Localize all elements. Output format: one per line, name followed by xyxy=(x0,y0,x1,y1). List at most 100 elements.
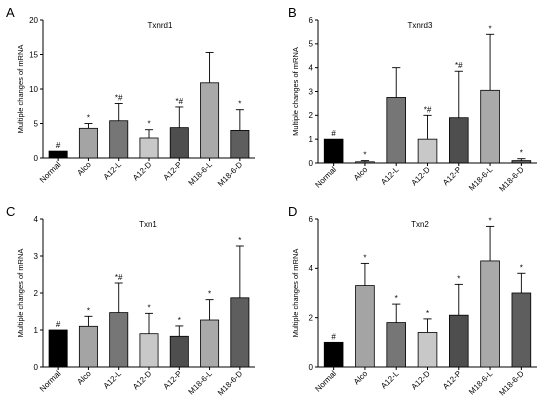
significance-mark: * xyxy=(520,263,523,272)
significance-mark: * xyxy=(208,290,211,299)
bar xyxy=(480,89,500,164)
bar xyxy=(109,312,129,368)
bar xyxy=(417,332,438,368)
y-tick-label: 20 xyxy=(29,16,38,25)
significance-mark: * xyxy=(87,306,90,315)
panel-b: B Txnrd3 Multiple changes of mRNA 0 1 2 3 4 5 6 # N… xyxy=(288,5,537,193)
significance-mark: # xyxy=(331,129,336,138)
bar xyxy=(200,82,220,159)
y-tick-label: 0 xyxy=(309,363,314,372)
y-tick-label: 10 xyxy=(29,85,38,94)
significance-mark: * xyxy=(395,294,398,303)
significance-mark: *# xyxy=(455,61,463,70)
significance-mark: * xyxy=(238,236,241,245)
bar xyxy=(386,97,407,164)
chart-title: Txn1 xyxy=(139,220,157,229)
panel-letter: B xyxy=(288,5,297,20)
y-tick-label: 2 xyxy=(309,111,314,120)
significance-mark: * xyxy=(87,114,90,123)
bar xyxy=(139,333,159,368)
x-tick-label: Alco xyxy=(352,369,370,387)
bar xyxy=(169,127,189,159)
x-tick-label: A12-L xyxy=(102,369,124,391)
x-tick-label: A12-P xyxy=(441,165,463,187)
y-tick-label: 1 xyxy=(309,135,314,144)
bar xyxy=(511,292,532,368)
bar xyxy=(169,335,189,368)
significance-mark: * xyxy=(457,274,460,283)
x-tick-label: A12-P xyxy=(162,369,184,391)
bar xyxy=(78,127,98,159)
significance-mark: *# xyxy=(115,273,123,282)
bar xyxy=(230,297,250,368)
panel-c: C Txn1 Multiple changes of mRNA 0 1 2 3 4 # Norma… xyxy=(6,204,255,397)
x-tick-label: A12-L xyxy=(379,165,401,187)
y-tick-label: 0 xyxy=(34,154,39,163)
x-tick-label: A12-D xyxy=(410,165,433,188)
x-tick-label: A12-L xyxy=(379,369,401,391)
x-tick-label: Alco xyxy=(352,165,370,183)
bar xyxy=(511,160,532,164)
bar xyxy=(448,314,469,368)
significance-mark: *# xyxy=(424,105,432,114)
bar xyxy=(48,329,68,368)
x-tick-label: M18-6-D xyxy=(216,369,245,398)
x-tick-label: A12-D xyxy=(131,160,154,183)
x-tick-label: M18-6-L xyxy=(467,165,495,193)
significance-mark: * xyxy=(489,24,492,33)
x-tick-label: M18-6-L xyxy=(187,160,215,188)
x-tick-label: Normal xyxy=(38,160,63,185)
y-tick-label: 4 xyxy=(309,264,314,273)
panel-letter: A xyxy=(6,5,15,20)
y-axis-label: Multiple changes of mRNA xyxy=(16,249,25,338)
x-tick-label: Alco xyxy=(75,160,93,178)
y-tick-label: 1 xyxy=(34,326,39,335)
y-tick-label: 15 xyxy=(29,50,38,59)
chart-title: Txnrd1 xyxy=(148,21,173,30)
significance-mark: # xyxy=(331,332,336,341)
x-tick-label: A12-P xyxy=(441,369,463,391)
significance-mark: * xyxy=(363,151,366,160)
bar xyxy=(417,138,438,164)
x-tick-label: Normal xyxy=(38,369,63,394)
bar xyxy=(139,137,159,159)
significance-mark: * xyxy=(238,100,241,109)
y-tick-label: 6 xyxy=(309,215,314,224)
panel-letter: C xyxy=(6,204,15,219)
y-axis-label: Multiple changes of mRNA xyxy=(291,249,300,338)
y-tick-label: 3 xyxy=(309,87,314,96)
x-tick-label: A12-L xyxy=(102,160,124,182)
bar xyxy=(323,341,344,368)
bar xyxy=(480,260,500,368)
bar xyxy=(78,325,98,368)
panel-d: D Txn2 Multiple changes of mRNA 0 2 4 6 # Normal… xyxy=(288,204,537,397)
x-tick-label: A12-D xyxy=(131,369,154,392)
x-tick-label: M18-6-L xyxy=(467,369,495,397)
y-tick-label: 3 xyxy=(34,252,39,261)
x-tick-label: M18-6-D xyxy=(497,369,526,398)
significance-mark: # xyxy=(56,320,61,329)
y-tick-label: 2 xyxy=(34,289,39,298)
significance-mark: * xyxy=(520,149,523,158)
significance-mark: * xyxy=(426,309,429,318)
chart-title: Txnrd3 xyxy=(408,21,433,30)
bar xyxy=(109,120,129,159)
y-tick-label: 2 xyxy=(309,313,314,322)
x-tick-label: A12-P xyxy=(162,160,184,182)
x-tick-label: A12-D xyxy=(410,369,433,392)
y-tick-label: 0 xyxy=(34,363,39,372)
y-tick-label: 6 xyxy=(309,16,314,25)
y-tick-label: 4 xyxy=(309,63,314,72)
x-tick-label: Normal xyxy=(313,165,338,190)
significance-mark: *# xyxy=(115,93,123,102)
y-tick-label: 0 xyxy=(309,159,314,168)
significance-mark: * xyxy=(363,253,366,262)
chart-title: Txn2 xyxy=(411,220,429,229)
bar xyxy=(230,129,250,159)
significance-mark: * xyxy=(178,316,181,325)
significance-mark: *# xyxy=(176,97,184,106)
bar xyxy=(355,161,375,164)
bar xyxy=(355,285,375,368)
x-tick-label: Alco xyxy=(75,369,93,387)
